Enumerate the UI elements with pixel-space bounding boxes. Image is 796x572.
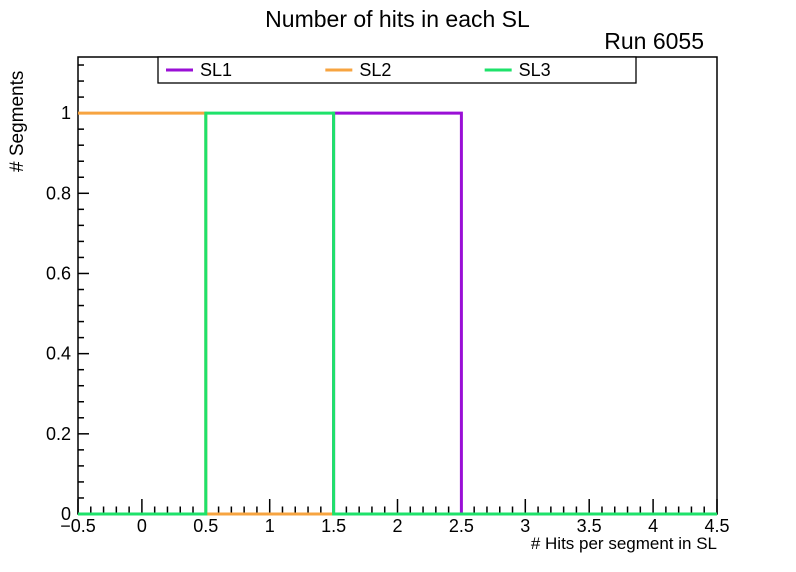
y-tick-label: 0.8: [46, 183, 71, 203]
plot-frame: [77, 56, 718, 515]
legend-label-sl3: SL3: [519, 60, 551, 80]
x-tick-label: 2.5: [449, 516, 474, 536]
x-tick-label: 1: [265, 516, 275, 536]
series-sl2-histogram: [78, 111, 717, 516]
series-sl3-histogram: [78, 111, 717, 516]
legend-label-sl2: SL2: [359, 60, 391, 80]
y-tick-label: 0.2: [46, 424, 71, 444]
x-axis-title: # Hits per segment in SL: [530, 534, 717, 553]
y-tick-label: 0.6: [46, 263, 71, 283]
legend-box: [157, 56, 637, 84]
x-tick-label: 3: [520, 516, 530, 536]
x-tick-label: 4.5: [704, 516, 729, 536]
x-tick-label: 3.5: [577, 516, 602, 536]
x-tick-label: −0.5: [60, 516, 96, 536]
series-sl1-histogram: [78, 111, 717, 516]
x-tick-label: 0: [137, 516, 147, 536]
x-tick-label: 4: [648, 516, 658, 536]
x-tick-label: 0.5: [193, 516, 218, 536]
y-tick-label: 0: [61, 504, 71, 524]
plot-title: Number of hits in each SL: [265, 6, 530, 32]
y-tick-label: 0.4: [46, 344, 71, 364]
legend-label-sl1: SL1: [200, 60, 232, 80]
x-tick-label: 1.5: [321, 516, 346, 536]
x-tick-label: 2: [392, 516, 402, 536]
y-tick-label: 1: [61, 103, 71, 123]
run-label: Run 6055: [604, 28, 704, 54]
